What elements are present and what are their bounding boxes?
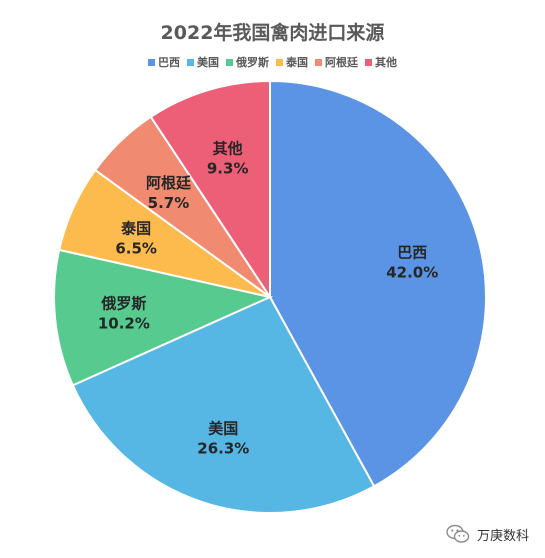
legend-swatch (187, 58, 194, 66)
legend-label: 俄罗斯 (236, 56, 269, 69)
slice-category-label: 美国 (208, 419, 238, 437)
slice-category-label: 其他 (213, 139, 243, 157)
legend-swatch (148, 58, 155, 66)
legend-swatch (276, 58, 283, 66)
chart-title: 2022年我国禽肉进口来源 (160, 22, 385, 44)
legend-item[interactable]: 其他 (365, 54, 397, 70)
slice-category-label: 阿根廷 (146, 174, 192, 192)
pie-slice[interactable] (71, 295, 376, 514)
slice-category-label: 泰国 (120, 220, 151, 238)
legend-label: 阿根廷 (325, 56, 358, 69)
legend-item[interactable]: 俄罗斯 (226, 54, 269, 70)
slice-value-label: 6.5% (115, 240, 157, 258)
legend-item[interactable]: 泰国 (276, 54, 308, 70)
slice-value-label: 5.7% (148, 194, 190, 212)
slice-value-label: 9.3% (207, 159, 249, 177)
wechat-icon (446, 524, 470, 543)
watermark-text: 万庚数科 (476, 528, 529, 544)
legend-label: 巴西 (158, 56, 180, 69)
pie-slice[interactable] (149, 79, 271, 301)
legend-label: 美国 (197, 56, 219, 69)
slice-value-label: 10.2% (98, 315, 150, 333)
legend-swatch (365, 58, 372, 66)
chart-legend: 巴西 美国 俄罗斯 泰国 阿根廷 其他 (0, 54, 545, 70)
legend-item[interactable]: 美国 (187, 54, 219, 70)
legend-swatch (315, 58, 322, 66)
pie-slice[interactable] (269, 79, 487, 488)
watermark: 万庚数科 (446, 524, 529, 544)
slice-category-label: 俄罗斯 (100, 295, 146, 313)
legend-item[interactable]: 阿根廷 (315, 54, 358, 70)
pie-slice[interactable] (53, 248, 274, 387)
legend-label: 泰国 (286, 56, 308, 69)
legend-swatch (226, 58, 233, 66)
legend-label: 其他 (375, 56, 397, 69)
legend-item[interactable]: 巴西 (148, 54, 180, 70)
slice-value-label: 26.3% (197, 439, 249, 457)
slice-category-label: 巴西 (397, 243, 427, 261)
slice-value-label: 42.0% (386, 263, 438, 281)
